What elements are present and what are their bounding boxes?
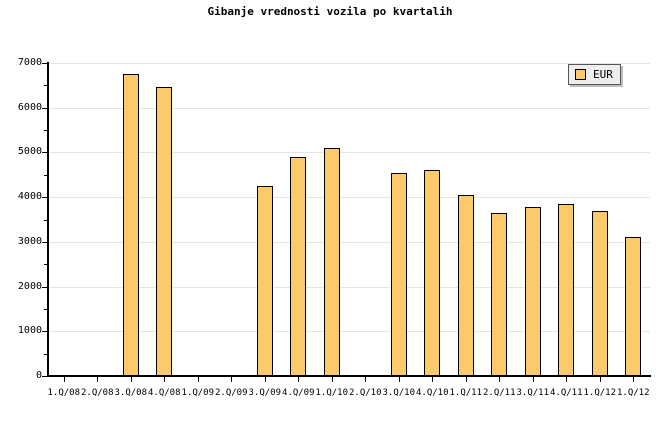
x-tick-label: 1.Q/11 bbox=[449, 388, 482, 398]
gridline bbox=[47, 241, 650, 243]
y-tick-major bbox=[42, 63, 48, 64]
x-tick-label: 2.Q/09 bbox=[214, 388, 248, 398]
y-tick-label: 4000 bbox=[17, 191, 42, 203]
y-tick-label: 5000 bbox=[17, 146, 42, 158]
x-tick-label: 1.Q/08 bbox=[47, 388, 80, 398]
y-tick-minor bbox=[44, 308, 48, 310]
x-tick-label: 4.Q/11 bbox=[549, 388, 583, 398]
y-axis-line bbox=[47, 62, 49, 377]
y-tick-label: 2000 bbox=[17, 280, 42, 292]
bar[interactable] bbox=[424, 169, 441, 376]
x-tick-label: 3.Q/10 bbox=[382, 388, 415, 398]
plot-background bbox=[47, 63, 650, 376]
x-tick bbox=[97, 377, 99, 382]
bar[interactable] bbox=[290, 157, 307, 376]
x-tick bbox=[130, 377, 132, 382]
x-tick bbox=[633, 377, 635, 382]
y-tick-label: 6000 bbox=[17, 101, 42, 113]
y-tick-major bbox=[42, 107, 48, 109]
y-tick-label: 3000 bbox=[17, 235, 42, 247]
x-tick-label: 1.Q/10 bbox=[315, 388, 348, 398]
x-tick bbox=[398, 377, 400, 382]
gridline bbox=[47, 63, 650, 64]
gridline bbox=[47, 107, 650, 109]
legend-swatch-eur bbox=[575, 69, 586, 80]
chart-title: Gibanje vrednosti vozila po kvartalih bbox=[207, 5, 453, 18]
x-tick-label: 2.Q/10 bbox=[348, 388, 382, 398]
bar[interactable] bbox=[524, 207, 541, 376]
bar[interactable] bbox=[491, 213, 508, 376]
bar[interactable] bbox=[390, 172, 407, 376]
x-tick bbox=[465, 377, 467, 382]
x-tick-label: 4.Q/09 bbox=[281, 388, 315, 398]
bar[interactable] bbox=[122, 74, 139, 376]
gridline bbox=[47, 331, 650, 333]
x-axis-line bbox=[47, 375, 651, 377]
y-axis-labels: 0 1000 2000 3000 4000 5000 6000 7000 bbox=[0, 0, 42, 440]
gridline bbox=[47, 286, 650, 288]
y-tick-minor bbox=[44, 219, 48, 221]
x-tick-label: 4.Q/08 bbox=[147, 388, 181, 398]
y-tick-minor bbox=[44, 174, 48, 176]
bar[interactable] bbox=[558, 204, 575, 376]
y-tick-major bbox=[42, 376, 48, 377]
y-tick-label: 7000 bbox=[17, 57, 42, 68]
x-tick-label: 2.Q/08 bbox=[80, 388, 114, 398]
x-tick bbox=[63, 377, 65, 382]
y-tick-major bbox=[42, 331, 48, 333]
y-tick-minor bbox=[44, 130, 48, 132]
y-tick-major bbox=[42, 241, 48, 243]
x-tick bbox=[197, 377, 199, 382]
x-tick bbox=[231, 377, 233, 382]
x-tick bbox=[331, 377, 333, 382]
x-tick bbox=[432, 377, 434, 382]
x-tick bbox=[566, 377, 568, 382]
x-tick-label: 1.Q/12 bbox=[583, 388, 616, 398]
y-tick-minor bbox=[44, 85, 48, 87]
y-tick-label: 1000 bbox=[17, 325, 42, 337]
x-tick bbox=[365, 377, 367, 382]
x-tick-label: 3.Q/09 bbox=[248, 388, 281, 398]
y-tick-minor bbox=[44, 353, 48, 355]
y-tick-major bbox=[42, 197, 48, 199]
gridline bbox=[47, 197, 650, 199]
x-tick bbox=[264, 377, 266, 382]
bar[interactable] bbox=[591, 210, 608, 376]
x-tick-label: 4.Q/10 bbox=[415, 388, 449, 398]
y-tick-major bbox=[42, 152, 48, 154]
x-tick bbox=[599, 377, 601, 382]
legend-label-eur: EUR bbox=[593, 68, 613, 81]
x-tick-label: 2.Q/11 bbox=[482, 388, 516, 398]
x-tick bbox=[298, 377, 300, 382]
x-tick bbox=[164, 377, 166, 382]
y-tick-label: 0 bbox=[35, 370, 42, 381]
x-tick bbox=[499, 377, 501, 382]
plot-area bbox=[47, 63, 650, 376]
x-tick-label: 3.Q/08 bbox=[114, 388, 147, 398]
gridline bbox=[47, 152, 650, 154]
y-tick-minor bbox=[44, 264, 48, 266]
legend[interactable]: EUR bbox=[568, 64, 621, 85]
bar[interactable] bbox=[625, 237, 642, 376]
bar[interactable] bbox=[156, 86, 173, 376]
x-tick bbox=[532, 377, 534, 382]
y-tick-major bbox=[42, 286, 48, 288]
bar[interactable] bbox=[457, 195, 474, 376]
bar[interactable] bbox=[256, 185, 273, 376]
x-tick-label: 1.Q/12 bbox=[616, 388, 650, 398]
x-tick-label: 3.Q/11 bbox=[516, 388, 549, 398]
bar[interactable] bbox=[323, 148, 340, 376]
x-tick-label: 1.Q/09 bbox=[181, 388, 214, 398]
